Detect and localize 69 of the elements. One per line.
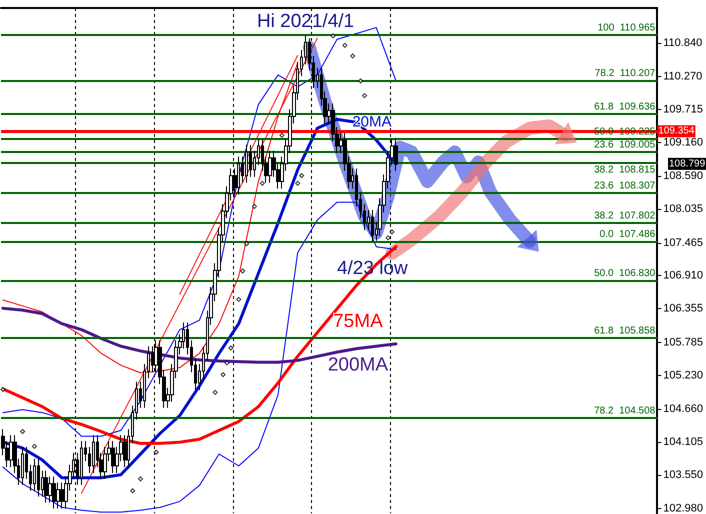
ref-line-label: 0.0 107.486: [600, 228, 656, 240]
candlestick: [268, 150, 272, 184]
y-tick-label: 108.035: [663, 203, 704, 216]
point: [138, 476, 143, 482]
candlestick: [394, 138, 398, 172]
y-tick-label: 103.550: [663, 468, 704, 481]
ref-line-label: 78.2 104.508: [594, 405, 656, 416]
annotation: 4/23 low: [336, 258, 408, 280]
ref-line-label: 23.6 108.307: [594, 180, 656, 192]
y-tick-label: 109.715: [663, 104, 704, 116]
y-tick-label: 110.840: [663, 36, 702, 49]
ref-line-label: 78.2 110.207: [594, 68, 656, 79]
point: [358, 78, 364, 84]
candlestick: [371, 209, 374, 242]
candlestick: [80, 440, 83, 486]
point: [350, 53, 356, 58]
point: [0, 386, 6, 392]
point: [389, 229, 394, 234]
y-tick-label: 105.785: [663, 336, 704, 348]
point: [330, 33, 336, 38]
series-label: 75MA: [333, 311, 384, 332]
y-tick-label: 102.980: [663, 502, 704, 514]
point: [260, 180, 265, 186]
y-tick-label: 108.590: [663, 170, 704, 182]
point: [240, 268, 246, 274]
ref-line-label: 38.2 107.802: [594, 210, 656, 222]
point: [362, 93, 367, 98]
ref-line-label: 50.0 106.830: [594, 268, 656, 279]
ref-line-label: 100 110.965: [598, 22, 656, 34]
point: [244, 241, 250, 246]
point: [154, 450, 159, 455]
candlestick: [111, 440, 115, 474]
point: [279, 132, 284, 138]
point: [32, 444, 37, 449]
y-tick-label: 109.160: [663, 136, 704, 148]
y-tick-label: 107.465: [663, 236, 704, 249]
candlestick: [44, 470, 48, 504]
ref-line-label: 23.6 109.005: [594, 139, 656, 150]
point: [295, 180, 300, 186]
candlestick: [92, 434, 95, 474]
ref-line-label: 61.8 105.858: [594, 325, 656, 336]
point: [342, 42, 348, 48]
ref-line-label: 38.2 108.815: [594, 164, 656, 176]
point: [224, 360, 230, 366]
candlestick: [52, 476, 56, 510]
series-label: 20MA: [352, 113, 392, 130]
y-tick-label: 110.270: [663, 70, 702, 83]
point: [299, 173, 304, 178]
point: [252, 204, 257, 209]
text: 108.799: [669, 158, 706, 170]
y-tick-label: 106.910: [663, 270, 704, 282]
candlestick: [245, 144, 248, 184]
point: [20, 429, 26, 434]
point: [236, 296, 242, 302]
ref-line-label: 61.8 109.636: [594, 102, 656, 113]
candlestick: [21, 446, 24, 486]
y-tick-label: 104.105: [663, 436, 704, 448]
candlestick: [237, 156, 240, 196]
point: [228, 346, 234, 351]
y-tick-label: 104.660: [663, 403, 704, 416]
point: [130, 488, 136, 494]
annotation: Hi 2021/4/1: [256, 11, 354, 32]
point: [212, 390, 218, 395]
series-label: 200MA: [328, 354, 388, 376]
candlestick: [37, 458, 40, 498]
y-tick-label: 106.355: [663, 302, 704, 315]
y-tick-label: 105.230: [663, 369, 704, 382]
point: [220, 372, 226, 378]
ref-line-label: 109.354: [658, 126, 695, 137]
